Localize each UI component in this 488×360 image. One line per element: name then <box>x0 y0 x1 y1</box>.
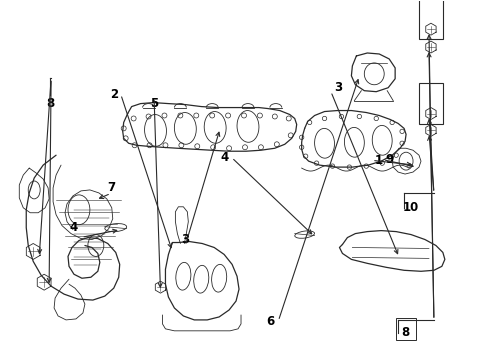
Bar <box>418 83 442 125</box>
Text: 4: 4 <box>69 221 77 234</box>
Text: 10: 10 <box>402 201 418 214</box>
Text: 4: 4 <box>220 151 228 164</box>
Text: 1: 1 <box>374 154 382 167</box>
Text: 9: 9 <box>385 153 393 166</box>
Bar <box>395 318 415 340</box>
Text: 3: 3 <box>181 233 189 247</box>
Text: 3: 3 <box>333 81 341 94</box>
Text: 8: 8 <box>46 97 54 110</box>
Text: 8: 8 <box>400 327 408 339</box>
Text: 7: 7 <box>106 181 115 194</box>
Bar <box>418 0 442 39</box>
Text: 5: 5 <box>150 97 158 110</box>
Text: 6: 6 <box>265 315 274 328</box>
Text: 2: 2 <box>109 88 118 101</box>
